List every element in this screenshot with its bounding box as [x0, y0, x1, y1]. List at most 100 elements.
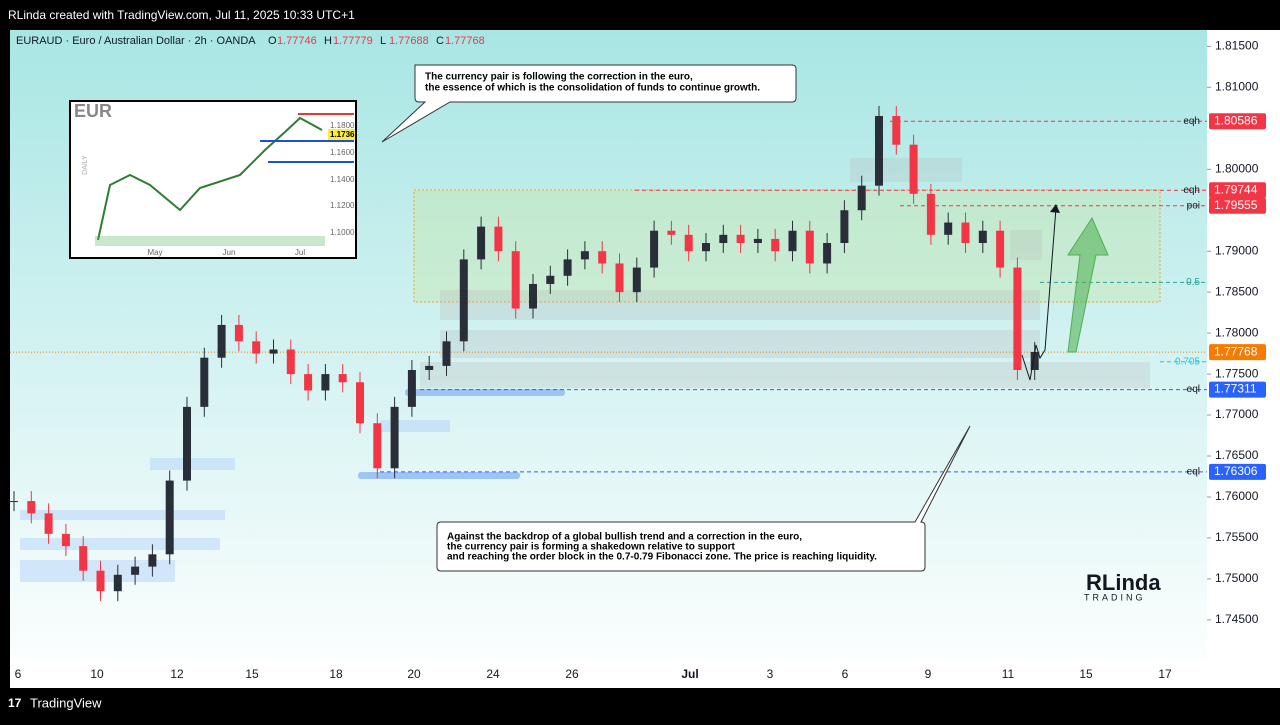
x-tick-label: 18: [329, 667, 343, 681]
candle-body: [200, 357, 209, 407]
y-tick-label: 1.74500: [1215, 612, 1259, 626]
candle-body: [580, 251, 589, 260]
candle-body: [425, 365, 434, 370]
y-tick-label: 1.81000: [1215, 80, 1259, 94]
inset-title: EUR: [74, 101, 112, 121]
level-tag: 0.5: [1186, 277, 1200, 288]
up-arrow: [1067, 216, 1109, 353]
inset-price: 1.1800: [330, 121, 355, 130]
x-tick-label: 3: [767, 667, 774, 681]
symbol: EURAUD · Euro / Australian Dollar · 2h ·…: [16, 35, 256, 47]
inset-price: 1.1736: [330, 130, 355, 139]
logo-name: RLinda: [1086, 570, 1161, 595]
credit: RLinda created with TradingView.com, Jul…: [8, 8, 355, 22]
y-tick-label: 1.75000: [1215, 571, 1259, 585]
level-tag: eql: [1187, 467, 1200, 478]
price-badge: [1209, 381, 1266, 398]
candle-body: [79, 546, 88, 571]
ohlc-value: 1.77768: [445, 35, 485, 47]
price-badge: [1209, 197, 1266, 214]
candle-body: [217, 324, 226, 358]
candle-body: [702, 243, 710, 252]
candle-body: [805, 230, 814, 264]
level-tag: 0.705: [1175, 356, 1200, 367]
x-tick-label: 6: [15, 667, 22, 681]
candle-body: [390, 406, 399, 469]
tv-icon: 17: [8, 696, 22, 710]
ohlc-key: C: [436, 35, 444, 47]
candle-body: [771, 238, 780, 252]
marks: eqh 1.80586 eqh 1.79744 poi 1.79555 0.5 0.705 1.…: [10, 106, 1266, 602]
candle-body: [321, 374, 330, 391]
candle-body: [477, 226, 486, 260]
inset-month: Jun: [223, 248, 236, 257]
inset-month: May: [147, 248, 162, 257]
y-tick-label: 1.81500: [1215, 39, 1259, 53]
price-badge-label: 1.79555: [1214, 198, 1258, 212]
candle-body: [234, 324, 243, 342]
y-tick-label: 1.79000: [1215, 243, 1259, 257]
y-tick-label: 1.76000: [1215, 489, 1259, 503]
price-badge-label: 1.77311: [1214, 382, 1257, 396]
x-tick-label: 12: [170, 667, 184, 681]
candle-body: [459, 259, 468, 342]
x-tick-label: 15: [1079, 667, 1093, 681]
candle-body: [546, 275, 555, 284]
inset-price: 1.1600: [330, 148, 355, 157]
candle-body: [529, 283, 537, 309]
candle-body: [10, 501, 18, 503]
candle-body: [442, 341, 451, 366]
candle-body: [944, 222, 953, 235]
price-badge-label: 1.79744: [1214, 182, 1258, 196]
candle-body: [494, 226, 503, 252]
x-tick-label: Jul: [681, 667, 698, 681]
inset-price: 1.1400: [330, 175, 355, 184]
annotation: the essence of which is the consolidatio…: [425, 83, 760, 94]
candle-body: [356, 382, 364, 424]
candle-body: [27, 501, 36, 514]
y-tick-label: 1.75500: [1215, 530, 1259, 544]
footer: TradingView: [30, 695, 102, 710]
order-blocks: [420, 158, 1150, 388]
callout-top: The currency pair is following the corre…: [381, 64, 797, 143]
inset-month: Jul: [295, 248, 305, 257]
candle-body: [252, 341, 261, 354]
inset-side: DAILY: [82, 155, 89, 175]
candle-body: [563, 259, 572, 276]
price-badge-label: 1.80586: [1214, 113, 1258, 127]
annotation: and reaching the order block in the 0.7-…: [447, 552, 877, 563]
candle-body: [909, 144, 918, 194]
callout-bottom: Against the backdrop of a global bullish…: [436, 425, 971, 572]
x-tick-label: 10: [90, 667, 104, 681]
price-badge: [1209, 113, 1266, 130]
annotation: The currency pair is following the corre…: [425, 72, 693, 83]
candle-body: [131, 566, 140, 575]
annotation: Against the backdrop of a global bullish…: [447, 532, 802, 543]
arrow-head: [1050, 204, 1060, 213]
y-tick-label: 1.77000: [1215, 407, 1259, 421]
candle-body: [511, 251, 520, 309]
candle-body: [892, 116, 901, 145]
candle-body: [996, 230, 1005, 268]
candle-body: [961, 222, 970, 244]
bottom-bar: [0, 688, 1280, 720]
ohlc-value: 1.77746: [277, 35, 317, 47]
candle-body: [44, 513, 53, 534]
candle-body: [840, 210, 849, 244]
candle-body: [978, 230, 987, 244]
candle-body: [165, 480, 174, 555]
candle-body: [373, 423, 382, 469]
x-tick-label: 17: [1158, 667, 1172, 681]
ohlc: O 1.77746 H 1.77779 L 1.77688 C 1.77768: [268, 35, 485, 47]
level-tag: poi: [1187, 200, 1200, 211]
price-badge: [1209, 463, 1266, 480]
projection: [1021, 207, 1057, 381]
candle-body: [598, 251, 607, 264]
candle-body: [650, 230, 659, 268]
fib-zone: [413, 189, 1161, 303]
level-tag: eqh: [1183, 116, 1200, 127]
candle-body: [719, 234, 728, 244]
